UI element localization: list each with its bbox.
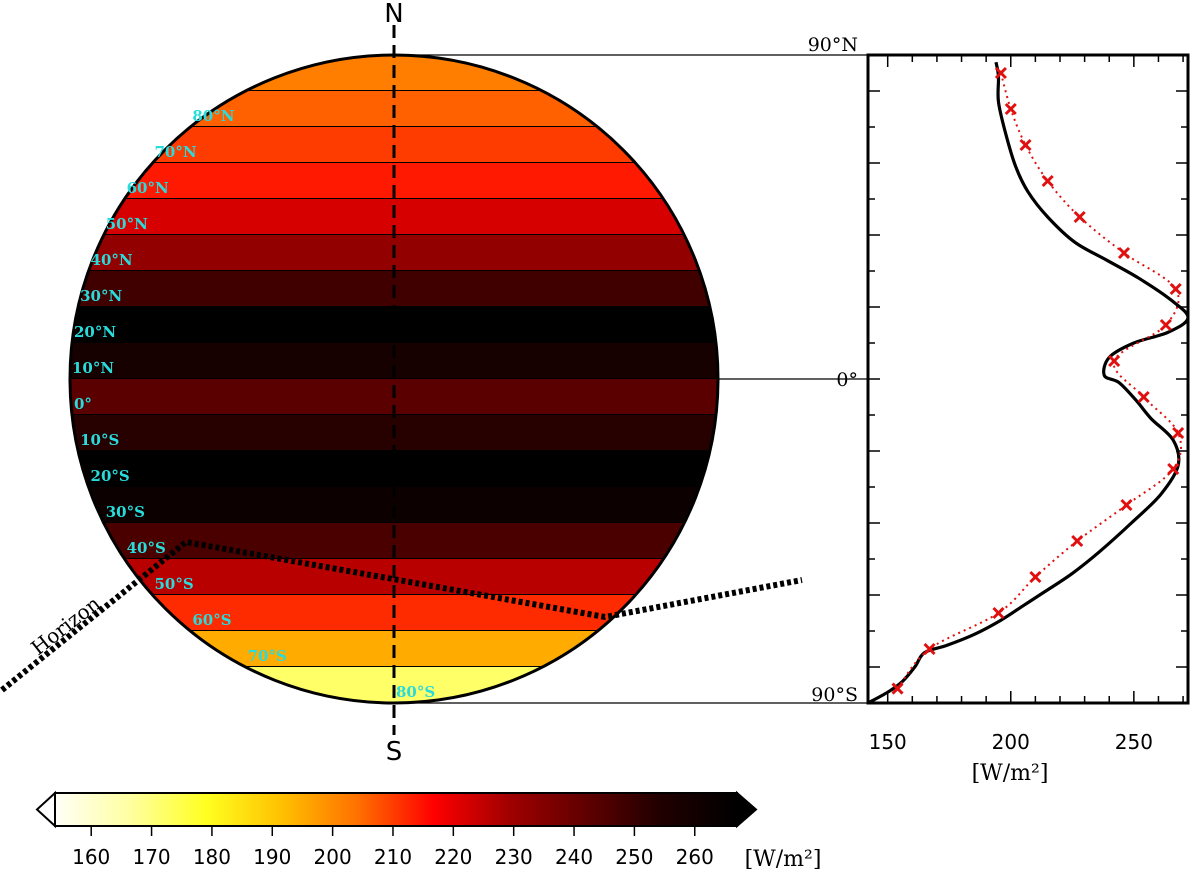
marker-stroke — [891, 682, 904, 695]
marker-stroke — [1071, 534, 1084, 548]
band-label: 20°S — [91, 467, 130, 485]
disk-map: 80°N 70°N 60°N 50°N 40°N 30°N 20°N 10°N 0° 10°S 20… — [0, 0, 803, 767]
marker-stroke — [1041, 174, 1054, 188]
data-point-marker — [1159, 318, 1172, 332]
data-point-marker — [891, 682, 904, 695]
marker-stroke — [1120, 498, 1133, 512]
marker-stroke — [923, 642, 936, 656]
band-label: 40°S — [127, 539, 166, 557]
colorbar-tick-label: 260 — [676, 845, 714, 869]
data-point-marker — [1167, 462, 1180, 476]
colorbar-high-arrow — [736, 790, 758, 829]
data-point-marker — [992, 606, 1005, 620]
data-point-marker — [1108, 354, 1121, 368]
band-label: 10°S — [80, 431, 119, 449]
south-pole-label: S — [386, 737, 403, 767]
colorbar-tick-label: 180 — [193, 845, 231, 869]
marker-stroke — [1108, 354, 1121, 368]
band-label: 80°S — [396, 683, 435, 701]
data-point-marker — [1029, 570, 1042, 584]
marker-stroke — [1019, 138, 1032, 152]
band-label: 40°N — [91, 251, 133, 269]
data-point-marker — [1071, 534, 1084, 548]
profile-x-tick-label: 200 — [992, 730, 1030, 754]
band-label: 60°N — [127, 179, 169, 197]
data-point-marker — [1073, 210, 1086, 224]
colorbar: 160 170 180 190 200 210 220 230 240 250 260 [W/m²] — [35, 790, 822, 872]
profile-x-tick-label: 150 — [869, 730, 907, 754]
colorbar-tick-label: 210 — [374, 845, 412, 869]
band-label: 20°N — [74, 323, 116, 341]
marker-stroke — [1159, 318, 1172, 332]
data-point-marker — [1019, 138, 1032, 152]
band-label: 30°N — [80, 287, 122, 305]
colorbar-tick-label: 160 — [72, 845, 110, 869]
colorbar-tick-label: 170 — [132, 845, 170, 869]
band-label: 10°N — [72, 359, 114, 377]
marker-stroke — [1117, 246, 1131, 260]
data-point-marker — [1120, 498, 1133, 512]
colorbar-tick-label: 240 — [555, 845, 593, 869]
data-point-marker — [1117, 246, 1131, 260]
marker-stroke — [1167, 462, 1180, 476]
band-label: 80°N — [192, 107, 234, 125]
marker-stroke — [992, 606, 1005, 620]
colorbar-tick-label: 250 — [615, 845, 653, 869]
profile-x-tick-label: 250 — [1115, 730, 1153, 754]
marker-stroke — [1073, 210, 1086, 224]
band-label: 50°N — [106, 215, 148, 233]
profile-frame — [866, 53, 1190, 705]
profile-x-axis-label: [W/m²] — [972, 761, 1049, 786]
band-label: 70°N — [155, 143, 197, 161]
north-pole-label: N — [384, 0, 403, 29]
data-point-marker — [1004, 102, 1017, 116]
marker-stroke — [1137, 390, 1150, 404]
profile-line-solid — [867, 61, 1188, 705]
data-point-marker — [1137, 390, 1150, 404]
band-label: 60°S — [192, 611, 231, 629]
marker-stroke — [994, 66, 1007, 80]
colorbar-unit-label: [W/m²] — [745, 847, 822, 872]
horizon-label: Horizon — [26, 591, 105, 660]
colorbar-tick-label: 220 — [434, 845, 472, 869]
band-label: 0° — [74, 395, 92, 413]
profile-y-tick-label: 90°N — [808, 34, 858, 56]
colorbar-low-arrow — [35, 790, 56, 829]
marker-stroke — [1004, 102, 1017, 116]
data-point-marker — [994, 66, 1007, 80]
marker-stroke — [1029, 570, 1042, 584]
band-label: 70°S — [248, 647, 287, 665]
profile-y-tick-label: 0° — [836, 369, 858, 391]
colorbar-tick-label: 200 — [314, 845, 352, 869]
data-point-marker — [923, 642, 936, 656]
band-label: 50°S — [155, 575, 194, 593]
data-point-marker — [1172, 426, 1185, 440]
profile-y-tick-label: 90°S — [811, 684, 858, 706]
marker-stroke — [1172, 426, 1185, 440]
marker-stroke — [1169, 282, 1182, 296]
colorbar-gradient — [54, 792, 738, 827]
profile-panel: 90°N 0° 90°S 150 200 250 [W/m²] — [808, 34, 1190, 786]
band-label: 30°S — [106, 503, 145, 521]
data-point-marker — [1041, 174, 1054, 188]
colorbar-tick-label: 190 — [253, 845, 291, 869]
profile-line-dotted — [896, 72, 1183, 690]
colorbar-tick-label: 230 — [495, 845, 533, 869]
data-point-marker — [1169, 282, 1182, 296]
horizon-line — [0, 538, 803, 693]
